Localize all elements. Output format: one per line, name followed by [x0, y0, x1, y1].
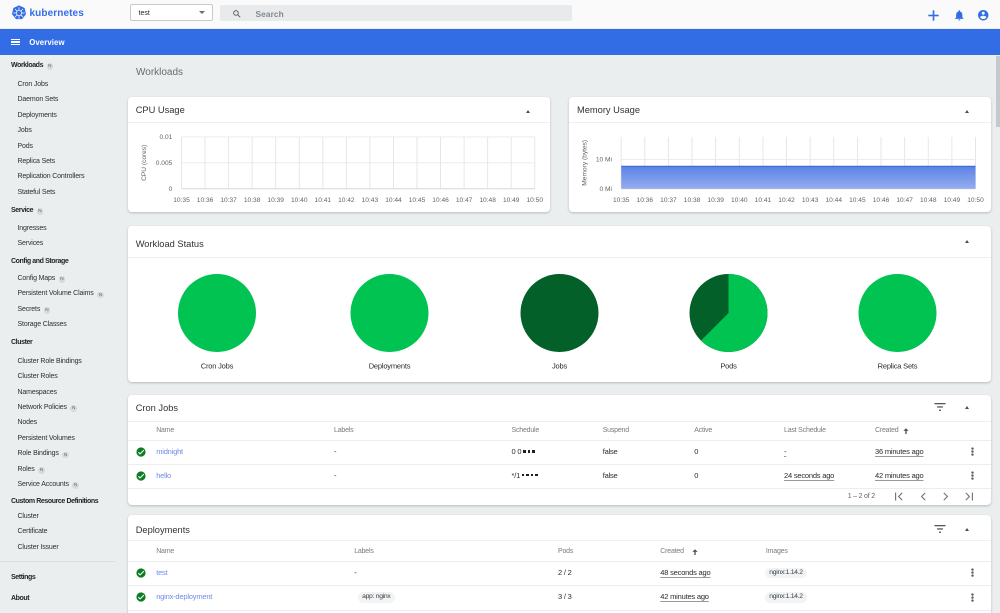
svg-text:10 Mi: 10 Mi	[596, 157, 613, 164]
svg-text:10:43: 10:43	[802, 197, 819, 204]
svg-text:10:41: 10:41	[314, 197, 331, 204]
svg-text:0 Mi: 0 Mi	[599, 186, 612, 193]
svg-text:10:38: 10:38	[243, 197, 260, 204]
svg-text:10:43: 10:43	[361, 197, 378, 204]
svg-text:Replica Sets: Replica Sets	[877, 361, 917, 370]
svg-text:10:39: 10:39	[707, 197, 724, 204]
svg-text:10:36: 10:36	[196, 197, 213, 204]
svg-text:10:48: 10:48	[479, 197, 496, 204]
svg-text:10:44: 10:44	[825, 197, 842, 204]
svg-text:0.005: 0.005	[155, 160, 172, 167]
svg-text:10:40: 10:40	[290, 197, 307, 204]
svg-text:10:47: 10:47	[455, 197, 472, 204]
svg-text:10:41: 10:41	[754, 197, 771, 204]
svg-text:10:44: 10:44	[385, 197, 402, 204]
svg-text:10:35: 10:35	[613, 197, 630, 204]
svg-text:10:49: 10:49	[943, 197, 960, 204]
svg-text:Cron Jobs: Cron Jobs	[200, 361, 233, 370]
svg-text:10:50: 10:50	[967, 197, 984, 204]
svg-text:0.01: 0.01	[159, 134, 172, 141]
svg-text:10:47: 10:47	[896, 197, 913, 204]
svg-text:10:46: 10:46	[432, 197, 449, 204]
svg-text:10:37: 10:37	[660, 197, 677, 204]
svg-text:10:37: 10:37	[220, 197, 237, 204]
svg-text:10:42: 10:42	[338, 197, 355, 204]
svg-text:10:38: 10:38	[684, 197, 701, 204]
svg-text:CPU (cores): CPU (cores)	[140, 145, 147, 181]
svg-text:10:39: 10:39	[267, 197, 284, 204]
svg-text:Pods: Pods	[720, 361, 737, 370]
svg-text:10:48: 10:48	[920, 197, 937, 204]
svg-text:10:49: 10:49	[502, 197, 519, 204]
svg-text:10:45: 10:45	[849, 197, 866, 204]
svg-text:10:50: 10:50	[526, 197, 543, 204]
svg-text:10:36: 10:36	[636, 197, 653, 204]
svg-text:10:35: 10:35	[173, 197, 190, 204]
svg-text:10:42: 10:42	[778, 197, 795, 204]
svg-text:10:45: 10:45	[408, 197, 425, 204]
svg-text:Memory (bytes): Memory (bytes)	[581, 140, 588, 186]
svg-text:0: 0	[168, 186, 172, 193]
svg-text:Deployments: Deployments	[368, 361, 410, 370]
svg-text:10:46: 10:46	[873, 197, 890, 204]
svg-text:10:40: 10:40	[731, 197, 748, 204]
svg-text:Jobs: Jobs	[551, 361, 566, 370]
